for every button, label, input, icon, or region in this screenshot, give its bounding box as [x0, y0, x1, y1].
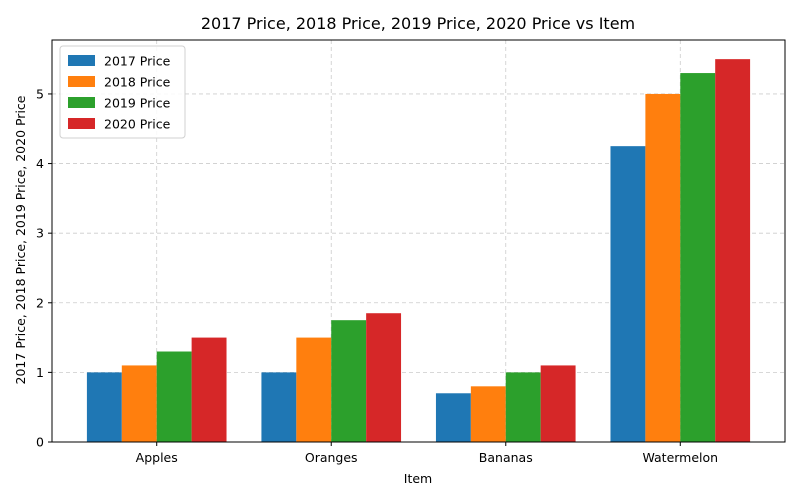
legend-swatch: [68, 118, 95, 129]
bar: [645, 93, 681, 442]
x-tick-label: Oranges: [305, 450, 358, 465]
bar: [296, 337, 332, 442]
x-axis-label: Item: [404, 471, 432, 486]
bar: [156, 351, 192, 442]
bar: [610, 146, 646, 443]
legend-box: [59, 45, 186, 139]
bar: [261, 372, 297, 442]
bar: [680, 73, 716, 442]
y-tick-label: 3: [36, 226, 44, 241]
y-tick-label: 5: [36, 86, 44, 101]
x-tick-label: Watermelon: [642, 450, 718, 465]
y-axis-label: 2017 Price, 2018 Price, 2019 Price, 2020…: [13, 95, 28, 384]
legend-swatch: [68, 76, 95, 87]
bar: [505, 372, 541, 442]
bar: [191, 337, 227, 442]
legend-swatch: [68, 97, 95, 108]
legend-label: 2018 Price: [104, 75, 171, 90]
legend-label: 2020 Price: [104, 117, 171, 132]
plot-frame: [51, 39, 786, 443]
bar: [470, 386, 506, 442]
bar: [715, 59, 751, 443]
y-tick-label: 2: [36, 295, 44, 310]
bar: [366, 313, 402, 442]
x-tick-label: Bananas: [479, 450, 533, 465]
bar: [86, 372, 122, 442]
legend-swatch: [68, 55, 95, 66]
bar: [540, 365, 576, 442]
legend-label: 2017 Price: [104, 54, 171, 69]
bar: [331, 320, 367, 442]
x-tick-label: Apples: [136, 450, 178, 465]
legend-label: 2019 Price: [104, 96, 171, 111]
legend: 2017 Price 2018 Price 2019 Price 2020 Price: [59, 45, 186, 139]
bar: [435, 393, 471, 442]
bar: [121, 365, 157, 442]
chart-title: 2017 Price, 2018 Price, 2019 Price, 2020…: [201, 14, 635, 33]
y-tick-label: 4: [36, 156, 44, 171]
y-tick-label: 1: [36, 365, 44, 380]
axes-layer: 0 1 2 3 4 5 Apples Oranges Bananas Watermelon: [36, 39, 786, 465]
y-tick-label: 0: [36, 435, 44, 450]
bars-layer: [86, 59, 751, 443]
